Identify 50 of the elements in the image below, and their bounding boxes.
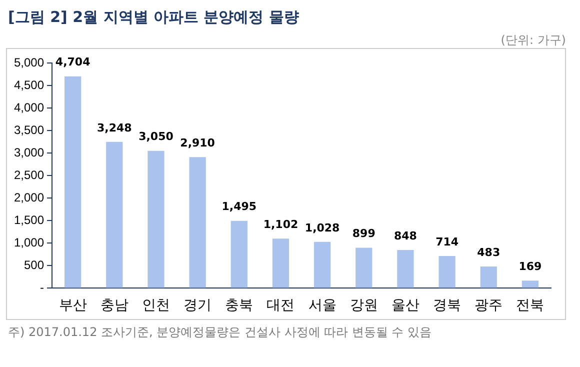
- x-tick-label: 충남: [100, 296, 128, 312]
- x-tick-label: 대전: [266, 296, 295, 312]
- x-tick-label: 인천: [142, 296, 170, 312]
- x-tick-label: 전북: [516, 296, 544, 312]
- bar: [438, 256, 456, 288]
- bar: [106, 142, 123, 288]
- y-tick-label: 500: [24, 258, 44, 272]
- data-label: 1,495: [222, 200, 257, 214]
- data-label: 3,050: [138, 130, 174, 144]
- x-tick-label: 충북: [225, 296, 254, 312]
- y-tick-label: 4,000: [14, 100, 44, 114]
- data-label: 848: [394, 229, 417, 242]
- y-tick-label: 3,500: [14, 122, 44, 137]
- y-tick-label: 4,500: [14, 78, 44, 92]
- x-tick-label: 경기: [184, 296, 212, 312]
- bar: [480, 266, 497, 288]
- data-label: 2,910: [180, 136, 216, 150]
- y-tick-label: -: [40, 280, 44, 295]
- y-tick-label: 3,000: [14, 145, 44, 160]
- chart-title: [그림 2] 2월 지역별 아파트 분양예정 물량: [8, 8, 299, 27]
- data-label: 169: [518, 260, 542, 273]
- y-tick-label: 2,500: [14, 168, 44, 182]
- y-tick-label: 2,000: [14, 190, 44, 204]
- data-label: 899: [352, 227, 376, 240]
- bar: [64, 76, 82, 288]
- data-label: 1,102: [263, 218, 298, 231]
- x-tick-label: 강원: [350, 296, 378, 312]
- bar: [148, 150, 164, 288]
- bar: [314, 242, 331, 288]
- data-label: 3,248: [97, 121, 132, 134]
- bar: [189, 157, 206, 288]
- y-tick-label: 5,000: [14, 55, 44, 70]
- data-label: 1,028: [304, 221, 340, 234]
- bar: [272, 238, 290, 288]
- x-tick-label: 경북: [433, 296, 462, 312]
- x-tick-label: 부산: [58, 296, 87, 312]
- data-label: 714: [436, 235, 459, 248]
- bar: [230, 220, 248, 288]
- x-tick-label: 서울: [308, 296, 336, 312]
- y-tick-label: 1,000: [14, 235, 44, 250]
- text: (단위: 가구): [500, 32, 566, 49]
- y-tick-label: 1,500: [14, 212, 44, 227]
- data-label: 4,704: [55, 56, 91, 69]
- bar: [356, 248, 372, 288]
- text: 주) 2017.01.12 조사기준, 분양예정물량은 건설사 사정에 따라 변동될 수 있음: [8, 324, 432, 341]
- bar: [397, 250, 414, 288]
- bar: [522, 280, 539, 288]
- x-tick-label: 광주: [474, 296, 503, 312]
- data-label: 483: [477, 246, 500, 259]
- x-tick-label: 울산: [391, 296, 420, 312]
